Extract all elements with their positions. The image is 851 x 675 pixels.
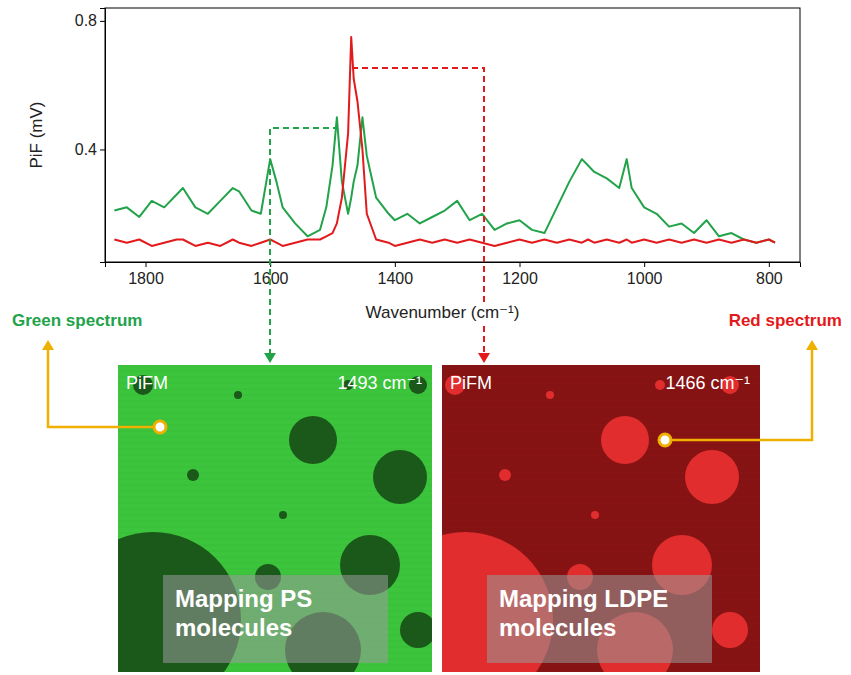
scan-line (442, 527, 760, 528)
scan-line (118, 449, 432, 450)
arrow-head (478, 353, 490, 363)
arrow-head (806, 340, 818, 350)
scan-line (118, 503, 432, 504)
x-tick-mark (146, 262, 147, 267)
map-caption: Mapping LDPEmolecules (499, 585, 668, 641)
scan-line (442, 407, 760, 408)
scan-line (442, 425, 760, 426)
scan-line (442, 515, 760, 516)
scan-line (118, 443, 432, 444)
scan-line (118, 395, 432, 396)
x-tick-mark (395, 262, 396, 267)
scan-line (118, 371, 432, 372)
scan-line (442, 365, 760, 366)
domain-circle (591, 511, 599, 519)
x-axis-title: Wavenumber (cm⁻¹) (366, 303, 520, 322)
map-panel (118, 365, 432, 672)
scan-line (118, 521, 432, 522)
scan-line (442, 449, 760, 450)
x-tick: 1000 (627, 262, 663, 287)
y-axis-title: PiF (mV) (27, 101, 46, 168)
scan-line (118, 437, 432, 438)
x-tick-label: 1400 (378, 270, 414, 287)
connector (270, 128, 337, 355)
y-tick-label: 0.4 (75, 141, 97, 158)
y-tick-mark (100, 149, 105, 150)
y-tick: 0.8 (75, 12, 105, 29)
scan-line (442, 371, 760, 372)
domain-circle (601, 416, 649, 464)
map-wavenumber: 1493 cm⁻¹ (337, 373, 422, 393)
x-tick-label: 800 (756, 270, 783, 287)
x-tick: 1200 (502, 262, 538, 287)
map-background (442, 365, 760, 672)
scan-line (442, 521, 760, 522)
scan-line (442, 395, 760, 396)
figure: 180016001400120010008000.40.8PiF (mV)PiF… (0, 0, 851, 675)
scan-line (442, 401, 760, 402)
y-axis: 0.4 0.8 (75, 9, 106, 263)
spectrum-location (659, 434, 671, 446)
series-label: Red spectrum (729, 311, 842, 330)
map-caption: Mapping PSmolecules (175, 585, 312, 641)
x-tick-mark (644, 262, 645, 267)
domain-circle (279, 511, 287, 519)
map-instrument: PiFM (450, 373, 492, 393)
domain-circle (400, 612, 432, 648)
x-tick: 800 (756, 262, 783, 287)
scan-line (118, 419, 432, 420)
arrow-head (264, 353, 276, 363)
scan-line (442, 509, 760, 510)
scan-line (118, 509, 432, 510)
series-label: Green spectrum (12, 311, 142, 330)
y-tick-label: 0.8 (75, 12, 97, 29)
arrow-head (42, 340, 54, 350)
domain-circle (187, 469, 199, 481)
x-tick-label: 1200 (502, 270, 538, 287)
plot-frame (105, 8, 800, 262)
scan-line (442, 419, 760, 420)
scan-line (442, 431, 760, 432)
x-axis: 18001600140012001000800 (106, 262, 801, 287)
scan-line (442, 533, 760, 534)
y-tick-mark (100, 21, 105, 22)
map-wavenumber: 1466 cm⁻¹ (665, 373, 750, 393)
x-tick: 1800 (128, 262, 164, 287)
map-background (118, 365, 432, 672)
x-tick-label: 1000 (627, 270, 663, 287)
map-panel (442, 365, 760, 672)
domain-circle (234, 391, 242, 399)
caption-box (163, 575, 388, 663)
x-tick-label: 1800 (128, 270, 164, 287)
y-axis-line (100, 9, 106, 263)
scan-line (118, 413, 432, 414)
title-patch (363, 302, 523, 323)
domain-circle (546, 391, 554, 399)
x-tick-mark (520, 262, 521, 267)
domain-circle (655, 380, 665, 390)
leader-line (48, 350, 153, 427)
spectrum-location (154, 421, 166, 433)
x-axis-line (106, 263, 801, 268)
scan-line (118, 527, 432, 528)
scan-line (442, 413, 760, 414)
domain-circle (289, 416, 337, 464)
caption-box (487, 575, 712, 663)
scan-line (118, 515, 432, 516)
map-instrument: PiFM (126, 373, 168, 393)
leader-line (672, 350, 812, 440)
domain-circle (712, 612, 748, 648)
scan-line (118, 407, 432, 408)
scan-line (118, 401, 432, 402)
y-tick: 0.4 (75, 141, 105, 158)
domain-circle (685, 450, 739, 504)
x-tick: 1400 (378, 262, 414, 287)
domain-circle (373, 450, 427, 504)
scan-line (442, 437, 760, 438)
scan-line (442, 443, 760, 444)
spectrum-line (114, 117, 775, 242)
x-tick-mark (769, 262, 770, 267)
scan-line (118, 365, 432, 366)
domain-circle (499, 469, 511, 481)
